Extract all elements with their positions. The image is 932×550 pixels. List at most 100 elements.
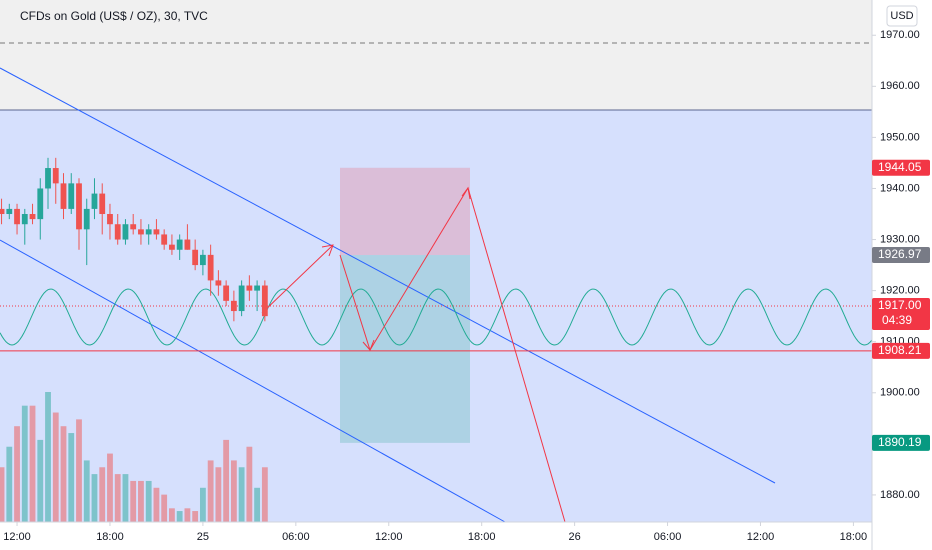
x-tick-label: 18:00 <box>840 531 868 543</box>
candle-body <box>83 208 90 230</box>
x-tick-label: 12:00 <box>375 531 403 543</box>
volume-bar <box>207 460 214 522</box>
volume-bar <box>83 460 90 522</box>
volume-bar <box>161 494 168 522</box>
candle-body <box>76 183 82 230</box>
axes: 1880.001890.001900.001910.001920.001930.… <box>3 29 930 543</box>
x-tick-label: 12:00 <box>3 531 31 543</box>
candle-body <box>122 224 129 240</box>
marks <box>0 157 268 522</box>
volume-bar <box>223 439 230 522</box>
price-label-box <box>872 247 930 264</box>
x-tick-label: 18:00 <box>96 531 124 543</box>
price-label-text: 1890.19 <box>878 435 922 449</box>
price-label: 1926.97 <box>872 247 930 264</box>
candle-body <box>254 285 261 291</box>
arrow-path <box>339 186 566 523</box>
y-tick-label: 1970.00 <box>880 29 920 41</box>
stop-zone <box>340 255 470 443</box>
volume-bar <box>76 419 82 522</box>
channel-line <box>0 239 506 523</box>
x-tick-label: 26 <box>568 531 580 543</box>
candle-body <box>130 224 137 230</box>
volume-bar <box>153 487 160 522</box>
volume-bar <box>199 487 206 522</box>
highlight-zone <box>0 110 872 522</box>
candle-body <box>145 229 152 235</box>
candle-body <box>192 249 199 266</box>
arrow-head <box>362 339 375 351</box>
candle-body <box>207 254 214 281</box>
volume-bar <box>176 511 183 522</box>
volume-bar <box>68 433 75 522</box>
time-axis <box>0 522 872 550</box>
countdown: 04:39 <box>882 313 912 327</box>
candle-body <box>199 254 206 266</box>
candle-body <box>37 188 44 220</box>
volume-bar <box>60 426 67 522</box>
volume-bar <box>130 480 137 522</box>
candle-body <box>107 214 113 225</box>
price-label-text: 1926.97 <box>878 247 922 261</box>
x-tick-label: 18:00 <box>468 531 496 543</box>
channel-line <box>0 67 776 484</box>
volume-bar <box>246 446 253 522</box>
volume-bar <box>45 392 51 522</box>
price-label-box <box>872 297 930 330</box>
currency-box[interactable] <box>886 5 918 27</box>
arrow-head <box>461 186 471 200</box>
candle-body <box>169 244 175 250</box>
candle-body <box>52 168 59 184</box>
x-tick-label: 06:00 <box>654 531 682 543</box>
price-label-box <box>872 342 930 359</box>
arrow-path <box>261 244 334 314</box>
sine-wave <box>0 288 873 346</box>
candle-body <box>246 285 253 291</box>
price-label: 1908.21 <box>872 342 930 359</box>
volume-bar <box>21 405 28 522</box>
candle-body <box>99 193 106 215</box>
candle-body <box>215 280 222 286</box>
volume-bar <box>114 474 121 522</box>
volume-bar <box>14 426 20 522</box>
arrow-head <box>321 244 334 257</box>
candle-body <box>230 300 237 312</box>
x-tick-label: 12:00 <box>747 531 775 543</box>
y-tick-label: 1900.00 <box>880 387 920 399</box>
volume-bar <box>238 467 245 522</box>
candle-body <box>68 183 75 209</box>
y-tick-label: 1950.00 <box>880 131 920 143</box>
candle-body <box>184 239 191 250</box>
candle-body <box>238 285 245 312</box>
currency[interactable]: USD <box>890 10 913 22</box>
candle-body <box>91 193 98 209</box>
volume-bar <box>254 487 261 522</box>
target-zone <box>340 167 470 256</box>
candle-body <box>6 208 13 215</box>
price-label-text: 1917.00 <box>878 298 922 312</box>
price-label-text: 1908.21 <box>878 343 922 357</box>
volume-bar <box>91 474 98 522</box>
volume-bar <box>99 467 106 522</box>
candle-body <box>261 285 268 317</box>
price-axis <box>872 0 932 550</box>
volume-bar <box>29 405 36 522</box>
candle-body <box>114 224 121 240</box>
volume-bar <box>215 467 222 522</box>
drawings <box>0 67 873 523</box>
volume-bar <box>122 474 129 522</box>
price-label: 1944.05 <box>872 159 930 176</box>
candle-body <box>45 168 51 189</box>
candle-body <box>60 183 67 209</box>
price-label-box <box>872 159 930 176</box>
candle-body <box>21 214 28 225</box>
volume-bar <box>138 480 144 522</box>
candle-body <box>153 229 160 235</box>
candle-body <box>29 214 36 220</box>
volume-bar <box>6 446 13 522</box>
volume-bar <box>145 480 152 522</box>
x-tick-label: 06:00 <box>282 531 310 543</box>
y-tick-label: 1930.00 <box>880 233 920 245</box>
candle-body <box>14 208 20 225</box>
